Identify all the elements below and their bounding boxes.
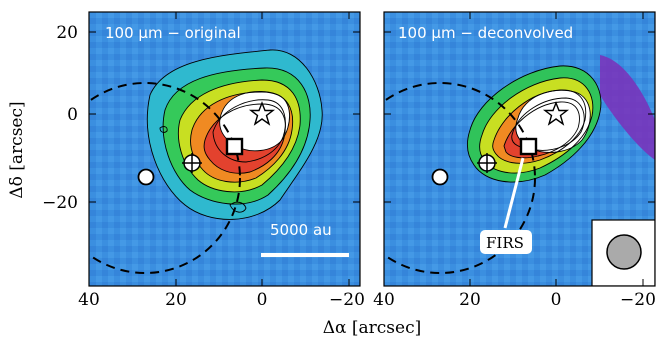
xtick-label: 20	[165, 290, 187, 310]
contour-lines	[146, 49, 323, 220]
x-tick-labels-left: 40 20 0 −20	[78, 290, 365, 310]
firs-label: FIRS	[486, 234, 524, 252]
xtick-label: −20	[329, 290, 365, 310]
cross-circle-marker	[477, 153, 497, 173]
open-circle-marker	[431, 168, 449, 186]
square-marker	[519, 137, 538, 156]
beam-circle	[606, 234, 642, 270]
y-axis-label: Δδ [arcsec]	[7, 101, 27, 198]
y-tick-labels: 20 0 −20	[42, 23, 78, 213]
star-marker	[542, 101, 570, 126]
panel-title-original: 100 μm − original	[105, 24, 241, 42]
tick-marks	[88, 12, 360, 286]
xtick-label: 40	[78, 290, 100, 310]
x-tick-labels-right: 40 20 0 −20	[373, 290, 656, 310]
xtick-label: 20	[459, 290, 481, 310]
star-marker	[248, 101, 276, 126]
panel-title-deconvolved: 100 μm − deconvolved	[398, 24, 573, 42]
ytick-label: 20	[56, 23, 78, 43]
xtick-label: 0	[551, 290, 562, 310]
cross-circle-marker	[182, 153, 202, 173]
panel-deconvolved: FIRS 100 μm − deconvolved	[383, 11, 656, 287]
firs-label-bg	[480, 230, 532, 254]
ytick-label: 0	[67, 105, 78, 125]
ytick-label: −20	[42, 193, 78, 213]
xtick-label: −20	[620, 290, 656, 310]
tick-marks	[383, 12, 655, 286]
x-axis-label: Δα [arcsec]	[323, 318, 422, 338]
emission-ridge	[600, 55, 655, 160]
open-circle-marker	[137, 168, 155, 186]
panel-frame	[88, 11, 361, 287]
xtick-label: 0	[257, 290, 268, 310]
panel-original: 5000 au 100 μm − original	[88, 11, 361, 287]
xtick-label: 40	[373, 290, 395, 310]
firs-pointer	[503, 157, 525, 229]
dashed-circle	[384, 82, 536, 274]
scalebar-label: 5000 au	[270, 221, 332, 239]
square-marker	[225, 137, 244, 156]
dashed-circle	[89, 82, 241, 274]
panel-frame	[383, 11, 656, 287]
